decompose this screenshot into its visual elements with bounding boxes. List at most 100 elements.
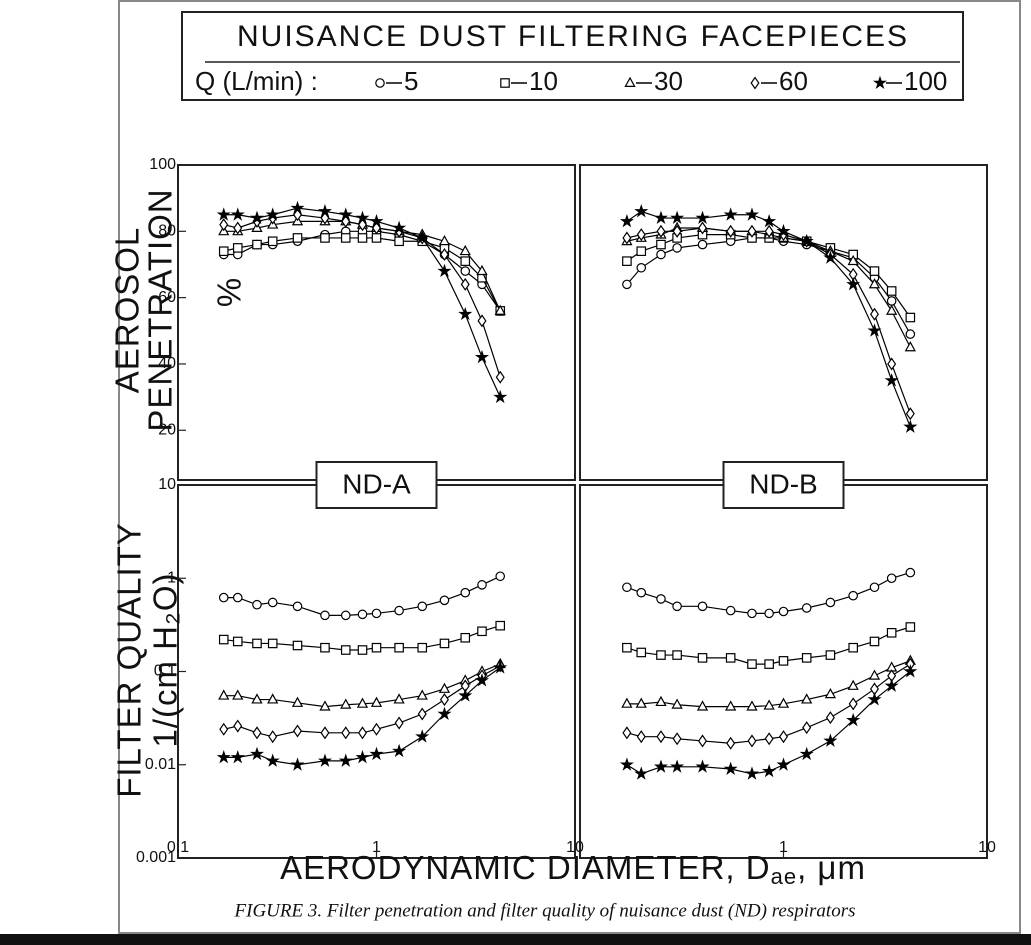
marker xyxy=(371,608,382,619)
y-axis-title: PENETRATION xyxy=(142,188,179,431)
marker xyxy=(218,689,230,700)
marker xyxy=(824,687,837,699)
marker xyxy=(252,726,262,740)
marker xyxy=(437,706,452,720)
marker xyxy=(357,609,368,620)
x-tick-label: 1 xyxy=(779,839,788,856)
marker xyxy=(340,698,352,709)
marker xyxy=(656,224,666,238)
marker xyxy=(823,250,838,264)
marker xyxy=(656,249,666,260)
marker xyxy=(672,601,682,612)
marker xyxy=(232,243,243,253)
marker xyxy=(460,632,471,643)
marker xyxy=(848,697,858,711)
marker xyxy=(622,256,632,266)
marker xyxy=(230,749,245,764)
legend-entry: 30 xyxy=(654,66,683,96)
marker xyxy=(886,286,897,296)
marker xyxy=(394,642,404,653)
marker xyxy=(393,693,405,704)
series-line xyxy=(626,227,911,348)
marker xyxy=(656,730,666,744)
marker xyxy=(355,210,370,225)
marker xyxy=(636,730,646,744)
marker xyxy=(672,650,682,660)
marker xyxy=(415,729,430,743)
marker xyxy=(493,660,508,674)
marker xyxy=(292,233,303,243)
y-tick-label: 1 xyxy=(167,569,176,586)
legend-entry: 10 xyxy=(529,66,558,96)
legend-entry: 5 xyxy=(404,66,418,96)
marker xyxy=(394,605,404,616)
marker xyxy=(846,276,861,291)
x-axis-title: AERODYNAMIC DIAMETER, Dae, μm xyxy=(280,849,866,889)
marker xyxy=(825,650,836,660)
series-line xyxy=(626,210,911,428)
marker xyxy=(905,567,916,578)
marker xyxy=(494,304,506,315)
marker xyxy=(887,357,897,371)
marker xyxy=(847,254,859,266)
marker xyxy=(495,370,505,384)
marker xyxy=(459,244,471,256)
marker xyxy=(252,638,262,649)
marker xyxy=(292,208,303,222)
y-axis-unit: % xyxy=(211,277,248,307)
marker xyxy=(267,638,278,649)
marker xyxy=(776,757,791,771)
marker xyxy=(355,749,370,764)
x-axis-title-main: AERODYNAMIC DIAMETER, D xyxy=(280,849,771,886)
marker xyxy=(371,642,382,653)
marker xyxy=(416,689,428,700)
marker xyxy=(636,246,647,257)
marker xyxy=(341,214,351,228)
marker xyxy=(867,323,882,337)
marker xyxy=(801,603,812,613)
marker xyxy=(656,594,666,604)
marker xyxy=(357,233,368,243)
marker xyxy=(847,679,859,690)
marker xyxy=(477,580,487,590)
marker xyxy=(884,373,899,387)
marker xyxy=(697,653,708,663)
marker xyxy=(670,210,685,225)
marker xyxy=(340,233,351,243)
marker xyxy=(218,592,229,603)
marker xyxy=(340,610,351,621)
marker xyxy=(338,207,353,221)
marker xyxy=(723,207,738,221)
marker xyxy=(371,233,382,243)
marker xyxy=(747,734,757,748)
marker xyxy=(778,656,789,666)
marker xyxy=(764,659,774,669)
marker xyxy=(747,659,757,669)
marker xyxy=(460,256,471,266)
marker xyxy=(868,669,881,680)
marker xyxy=(474,673,490,687)
marker xyxy=(268,730,278,744)
marker xyxy=(635,697,647,708)
y-axis-title: FILTER QUALITY xyxy=(111,522,148,798)
marker xyxy=(357,726,367,740)
marker xyxy=(744,207,760,221)
marker xyxy=(776,223,791,238)
marker xyxy=(653,759,669,773)
y-tick-label: 20 xyxy=(158,421,176,438)
panel-frame xyxy=(177,484,576,859)
marker xyxy=(725,653,736,663)
series-line xyxy=(626,671,911,775)
marker xyxy=(233,221,243,235)
marker xyxy=(375,78,385,88)
marker xyxy=(340,645,351,655)
panel-label-box xyxy=(315,461,438,509)
marker xyxy=(696,700,709,711)
marker xyxy=(219,218,229,232)
marker xyxy=(725,700,737,711)
marker xyxy=(476,264,488,276)
marker xyxy=(747,608,757,619)
marker xyxy=(495,620,506,631)
marker xyxy=(886,628,897,638)
